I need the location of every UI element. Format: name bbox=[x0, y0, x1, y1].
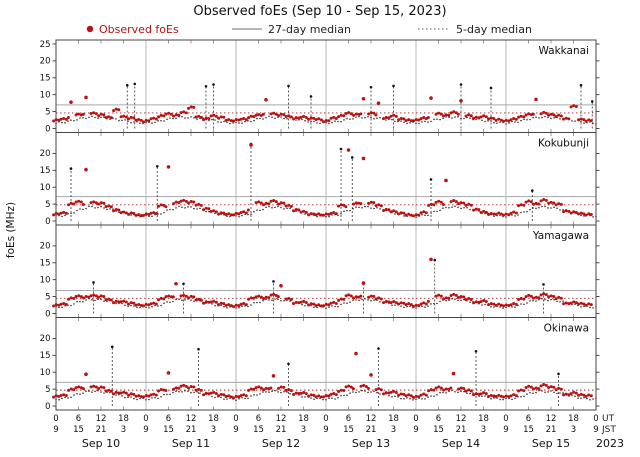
svg-text:0: 0 bbox=[45, 124, 50, 134]
svg-text:15: 15 bbox=[73, 425, 84, 435]
svg-text:21: 21 bbox=[186, 425, 197, 435]
svg-text:5: 5 bbox=[45, 107, 50, 117]
svg-text:18: 18 bbox=[568, 414, 579, 424]
svg-text:3: 3 bbox=[391, 425, 396, 435]
year-label: 2023 bbox=[596, 437, 624, 450]
svg-text:12: 12 bbox=[276, 414, 287, 424]
svg-text:18: 18 bbox=[298, 414, 309, 424]
svg-text:20: 20 bbox=[40, 242, 51, 252]
svg-text:15: 15 bbox=[40, 259, 51, 269]
svg-text:12: 12 bbox=[96, 414, 107, 424]
panel-kokubunji: 0 5 10 15 20 Kokubunji bbox=[40, 132, 600, 227]
svg-text:3: 3 bbox=[481, 425, 486, 435]
svg-text:21: 21 bbox=[96, 425, 107, 435]
svg-text:15: 15 bbox=[40, 74, 51, 84]
chart-title: Observed foEs (Sep 10 - Sep 15, 2023) bbox=[193, 4, 446, 19]
svg-text:21: 21 bbox=[456, 425, 467, 435]
svg-text:0: 0 bbox=[45, 217, 50, 227]
svg-text:9: 9 bbox=[143, 425, 148, 435]
x-axis: 0961512211830961512211830961512211830961… bbox=[53, 414, 598, 450]
svg-text:15: 15 bbox=[523, 425, 534, 435]
svg-text:6: 6 bbox=[526, 414, 531, 424]
svg-text:20: 20 bbox=[40, 57, 51, 67]
svg-text:18: 18 bbox=[208, 414, 219, 424]
chart-legend: Observed foEs 27-day median 5-day median bbox=[86, 23, 532, 36]
station-label-okinawa: Okinawa bbox=[544, 323, 589, 335]
svg-text:3: 3 bbox=[571, 425, 576, 435]
svg-text:9: 9 bbox=[233, 425, 238, 435]
svg-text:15: 15 bbox=[433, 425, 444, 435]
svg-text:9: 9 bbox=[503, 425, 508, 435]
date-label-1: Sep 10 bbox=[82, 437, 120, 450]
station-panels: 0 5 10 15 20 25 Wakkanai 0 5 10 15 20 Kokubunji 0 5 10 1… bbox=[40, 39, 600, 412]
svg-text:5: 5 bbox=[45, 200, 50, 210]
svg-text:15: 15 bbox=[40, 166, 51, 176]
svg-text:0: 0 bbox=[53, 414, 58, 424]
svg-text:10: 10 bbox=[40, 91, 51, 101]
svg-text:12: 12 bbox=[186, 414, 197, 424]
svg-text:0: 0 bbox=[413, 414, 418, 424]
date-label-5: Sep 14 bbox=[442, 437, 480, 450]
svg-text:6: 6 bbox=[256, 414, 261, 424]
svg-text:15: 15 bbox=[40, 351, 51, 361]
svg-text:15: 15 bbox=[343, 425, 354, 435]
date-label-6: Sep 15 bbox=[532, 437, 570, 450]
legend-observed-marker-icon bbox=[86, 25, 94, 33]
svg-text:3: 3 bbox=[211, 425, 216, 435]
svg-text:21: 21 bbox=[276, 425, 287, 435]
svg-text:5: 5 bbox=[45, 385, 50, 395]
legend-median5-label: 5-day median bbox=[456, 23, 532, 36]
svg-text:18: 18 bbox=[388, 414, 399, 424]
svg-text:9: 9 bbox=[323, 425, 328, 435]
svg-text:9: 9 bbox=[53, 425, 58, 435]
station-label-yamagawa: Yamagawa bbox=[532, 230, 589, 242]
svg-text:5: 5 bbox=[45, 292, 50, 302]
ut-axis-unit-label: UT bbox=[602, 414, 615, 424]
svg-text:0: 0 bbox=[45, 309, 50, 319]
legend-median27-label: 27-day median bbox=[268, 23, 351, 36]
svg-text:6: 6 bbox=[76, 414, 81, 424]
svg-text:0: 0 bbox=[45, 402, 50, 412]
svg-text:25: 25 bbox=[40, 40, 51, 50]
svg-text:0: 0 bbox=[503, 414, 508, 424]
date-label-3: Sep 12 bbox=[262, 437, 300, 450]
svg-text:15: 15 bbox=[253, 425, 264, 435]
svg-text:3: 3 bbox=[121, 425, 126, 435]
date-label-2: Sep 11 bbox=[172, 437, 210, 450]
svg-text:18: 18 bbox=[118, 414, 129, 424]
svg-text:3: 3 bbox=[301, 425, 306, 435]
svg-text:12: 12 bbox=[366, 414, 377, 424]
jst-axis-unit-label: JST bbox=[601, 425, 616, 435]
panel-wakkanai: 0 5 10 15 20 25 Wakkanai bbox=[40, 39, 600, 134]
svg-text:10: 10 bbox=[40, 368, 51, 378]
svg-text:0: 0 bbox=[323, 414, 328, 424]
svg-text:20: 20 bbox=[40, 149, 51, 159]
svg-text:0: 0 bbox=[233, 414, 238, 424]
svg-text:18: 18 bbox=[478, 414, 489, 424]
y-axis-label: foEs (MHz) bbox=[5, 202, 17, 258]
svg-text:6: 6 bbox=[436, 414, 441, 424]
legend-observed-label: Observed foEs bbox=[99, 23, 179, 36]
svg-text:12: 12 bbox=[456, 414, 467, 424]
svg-text:12: 12 bbox=[546, 414, 557, 424]
station-label-kokubunji: Kokubunji bbox=[538, 138, 589, 150]
svg-text:0: 0 bbox=[593, 414, 598, 424]
panel-okinawa: 0 5 10 15 20 Okinawa bbox=[40, 317, 600, 412]
svg-text:9: 9 bbox=[593, 425, 598, 435]
date-label-4: Sep 13 bbox=[352, 437, 390, 450]
svg-text:6: 6 bbox=[346, 414, 351, 424]
svg-text:10: 10 bbox=[40, 276, 51, 286]
svg-text:15: 15 bbox=[163, 425, 174, 435]
svg-text:20: 20 bbox=[40, 334, 51, 344]
svg-text:6: 6 bbox=[166, 414, 171, 424]
svg-text:10: 10 bbox=[40, 183, 51, 193]
svg-text:21: 21 bbox=[546, 425, 557, 435]
panel-yamagawa: 0 5 10 15 20 Yamagawa bbox=[40, 224, 600, 319]
svg-text:9: 9 bbox=[413, 425, 418, 435]
station-label-wakkanai: Wakkanai bbox=[538, 45, 589, 57]
svg-text:21: 21 bbox=[366, 425, 377, 435]
svg-text:0: 0 bbox=[143, 414, 148, 424]
